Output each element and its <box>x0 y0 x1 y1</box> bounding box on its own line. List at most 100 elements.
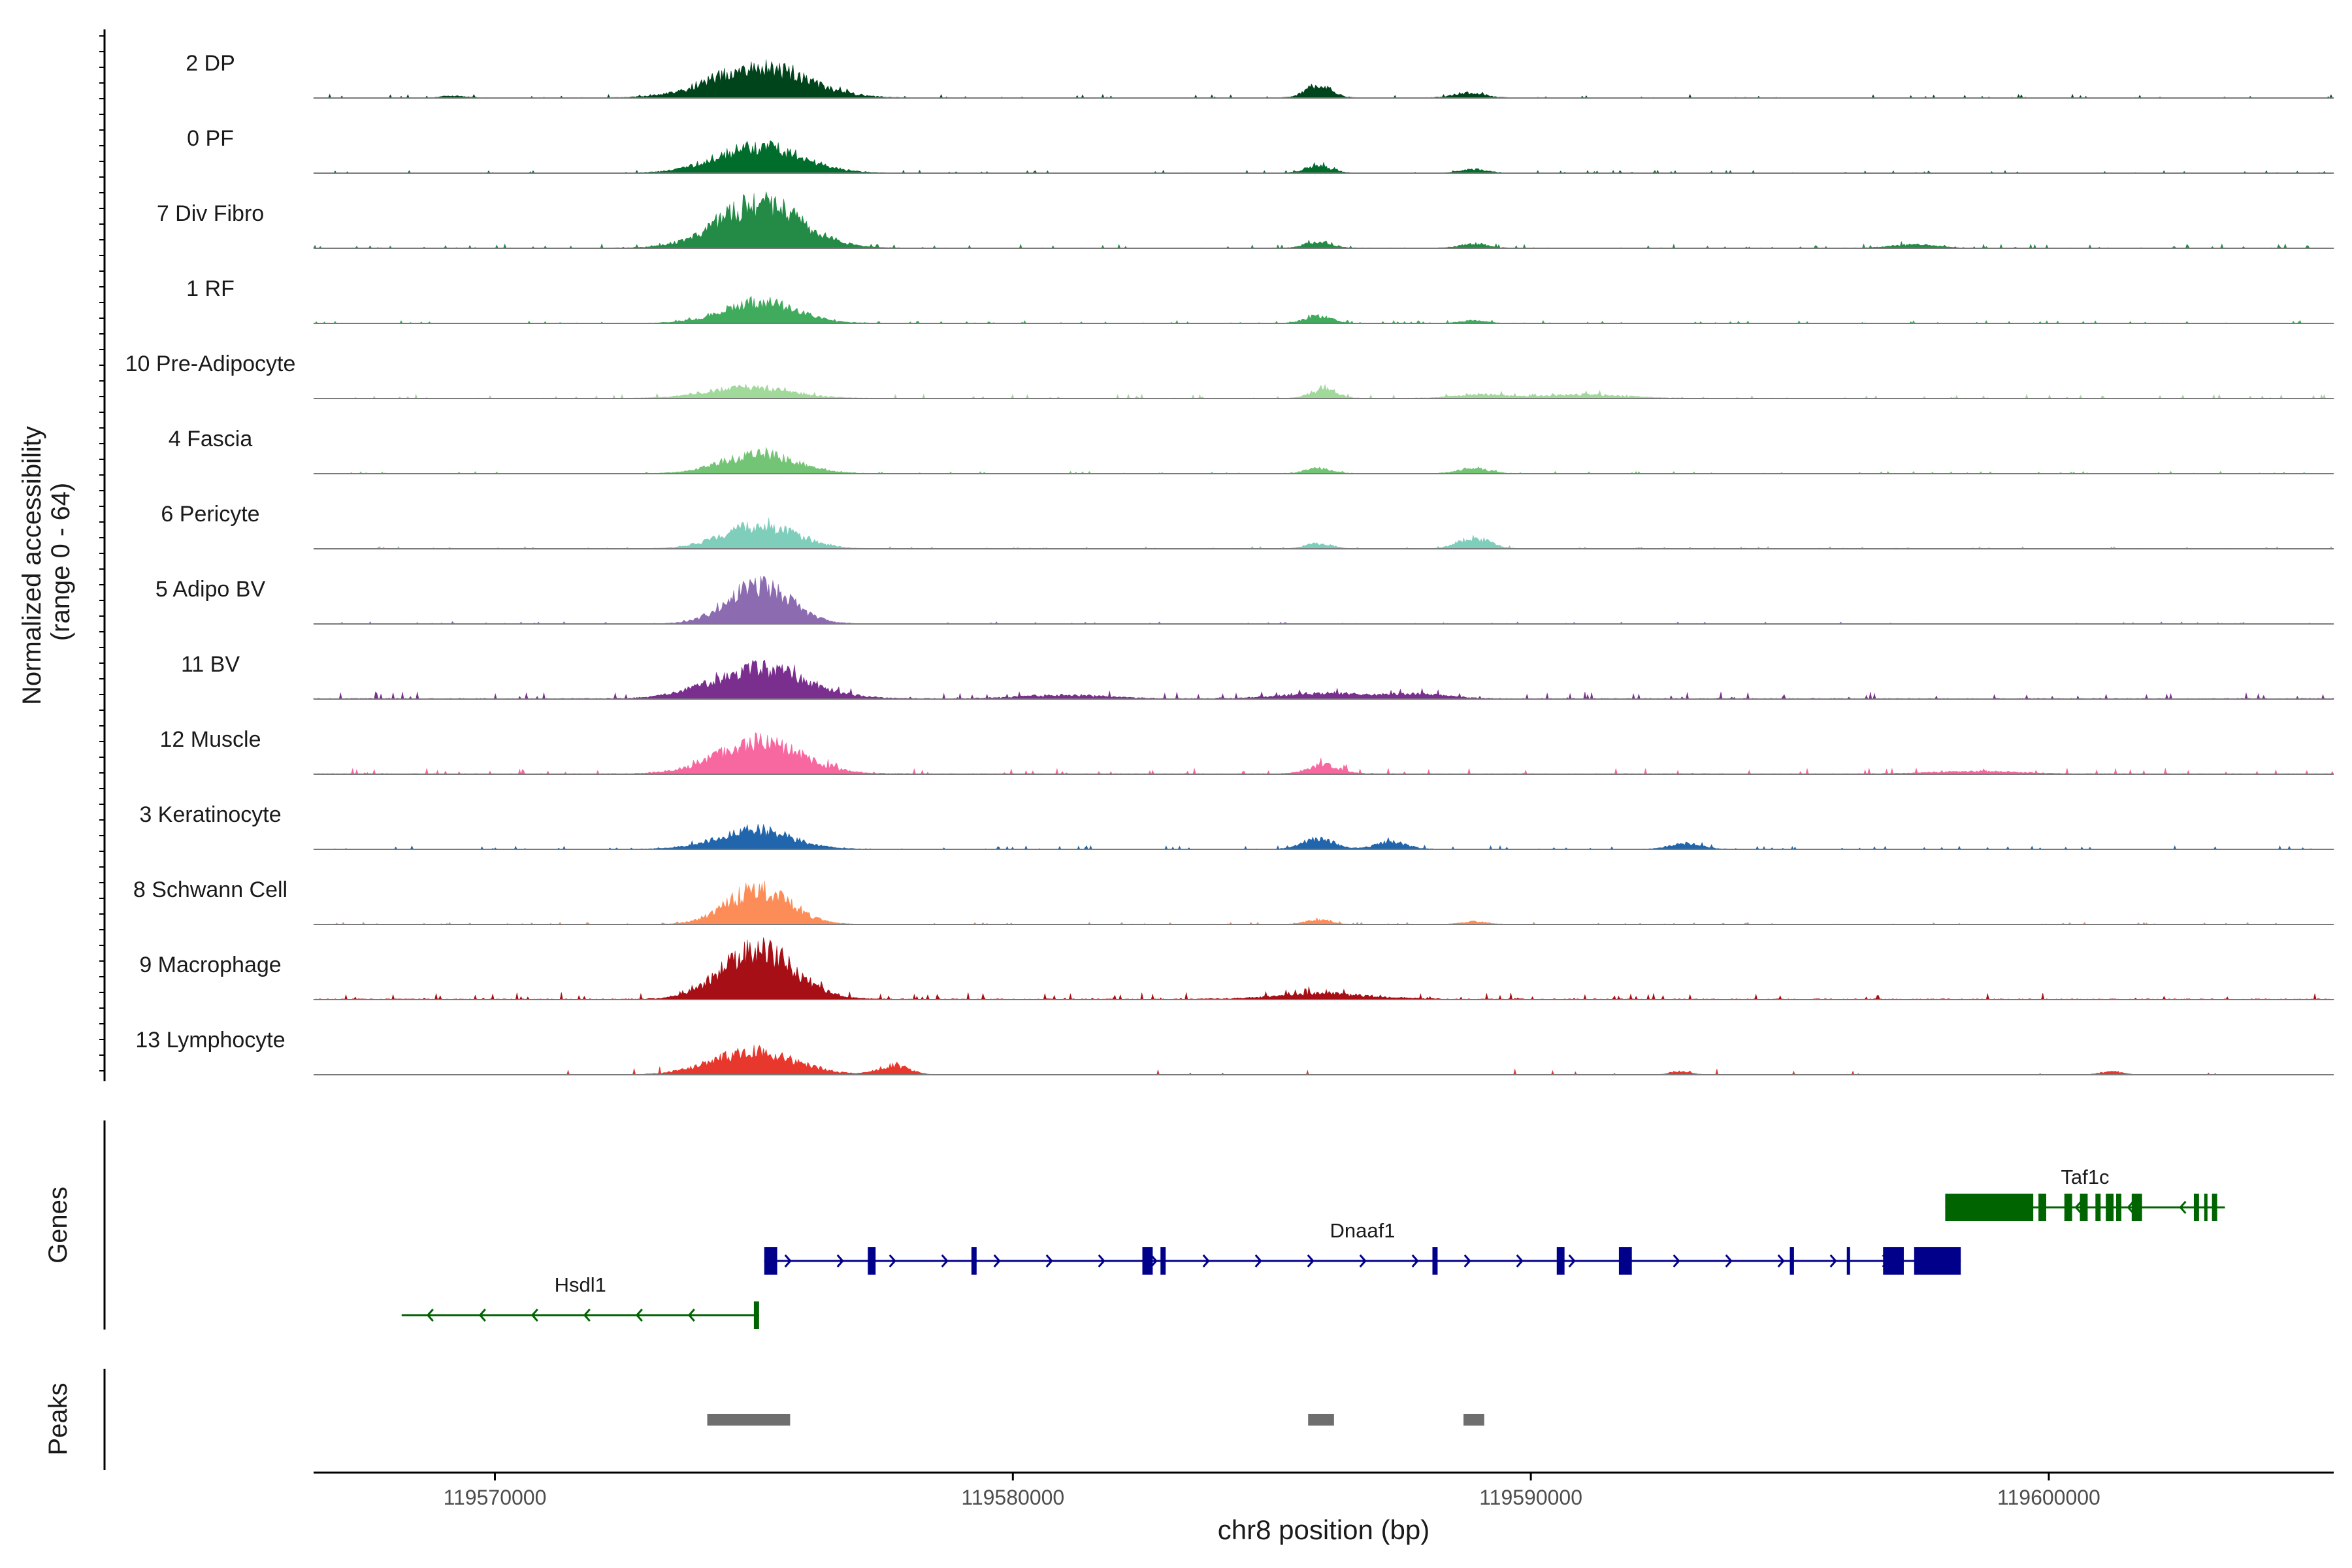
track-coverage-area <box>313 517 2334 549</box>
strand-arrow <box>531 1309 538 1322</box>
strand-arrow <box>1307 1254 1315 1267</box>
gene-Hsdl1: Hsdl1 <box>401 1273 759 1329</box>
exon <box>2212 1194 2217 1221</box>
track-label: 11 BV <box>181 652 240 677</box>
exon <box>2080 1194 2088 1221</box>
track-coverage-area <box>313 576 2334 625</box>
strand-arrow <box>635 1309 643 1322</box>
track-label: 7 Div Fibro <box>157 201 264 226</box>
exon <box>1789 1247 1794 1275</box>
strand-arrow <box>1359 1254 1367 1267</box>
strand-arrow <box>1829 1254 1837 1267</box>
track-label: 12 Muscle <box>160 727 261 752</box>
track-8: 5 Adipo BV <box>155 576 2334 625</box>
peak-region <box>1463 1414 1484 1426</box>
track-coverage-area <box>313 140 2334 174</box>
track-label: 0 PF <box>187 126 234 151</box>
track-14: 13 Lymphocyte <box>135 1028 2334 1075</box>
exon <box>2064 1194 2072 1221</box>
exon <box>1142 1247 1153 1275</box>
genes-panel-label: Genes <box>44 1186 73 1264</box>
track-9: 11 BV <box>181 652 2334 700</box>
exon <box>2038 1194 2046 1221</box>
track-coverage-area <box>313 732 2334 775</box>
strand-arrow <box>1254 1254 1262 1267</box>
track-coverage-area <box>313 937 2334 1000</box>
peak-region <box>707 1414 791 1426</box>
exon <box>2116 1194 2121 1221</box>
strand-arrow <box>889 1254 896 1267</box>
exon <box>2106 1194 2114 1221</box>
exon <box>2095 1194 2101 1221</box>
track-4: 1 RF <box>186 276 2334 324</box>
gene-annotations: Taf1c Dnaaf1 Hsdl1 <box>401 1166 2225 1329</box>
track-coverage-area <box>313 59 2334 99</box>
peaks-panel-label: Peaks <box>44 1382 73 1455</box>
strand-arrow <box>1098 1254 1105 1267</box>
track-12: 8 Schwann Cell <box>133 877 2334 925</box>
strand-arrow <box>1568 1254 1576 1267</box>
track-5: 10 Pre-Adipocyte <box>125 351 2334 399</box>
track-2: 0 PF <box>187 126 2334 174</box>
exon <box>1160 1247 1166 1275</box>
exon <box>2204 1194 2208 1221</box>
exon <box>1432 1247 1438 1275</box>
strand-arrow <box>1516 1254 1524 1267</box>
track-10: 12 Muscle <box>160 727 2334 775</box>
peak-regions <box>707 1414 1484 1426</box>
track-coverage-area <box>313 881 2334 925</box>
track-label: 2 DP <box>186 51 235 76</box>
track-label: 3 Keratinocyte <box>139 802 281 827</box>
exon <box>2193 1194 2199 1221</box>
y-axis-title: Normalized accessibility (range 0 - 64) <box>18 419 75 705</box>
exon <box>1556 1247 1565 1275</box>
track-label: 5 Adipo BV <box>155 577 266 602</box>
exon <box>971 1247 977 1275</box>
track-coverage-area <box>313 659 2334 700</box>
track-coverage-area <box>313 191 2334 249</box>
strand-arrow <box>941 1254 949 1267</box>
strand-arrow <box>426 1309 434 1322</box>
track-label: 10 Pre-Adipocyte <box>125 351 296 376</box>
strand-arrow <box>1673 1254 1680 1267</box>
gene-Taf1c: Taf1c <box>1945 1166 2225 1221</box>
x-tick-label: 119600000 <box>1997 1486 2100 1509</box>
gene-Dnaaf1: Dnaaf1 <box>764 1219 1961 1275</box>
exon <box>2131 1194 2142 1221</box>
track-label: 13 Lymphocyte <box>135 1028 285 1053</box>
track-label: 9 Macrophage <box>139 953 281 977</box>
strand-arrow <box>1463 1254 1471 1267</box>
track-7: 6 Pericyte <box>161 502 2334 549</box>
track-coverage-area <box>313 384 2334 399</box>
strand-arrow <box>1150 1254 1158 1267</box>
strand-arrow <box>1202 1254 1210 1267</box>
strand-arrow <box>2127 1201 2134 1214</box>
strand-arrow <box>1777 1254 1785 1267</box>
track-label: 8 Schwann Cell <box>133 877 287 902</box>
gene-label: Taf1c <box>2061 1166 2109 1188</box>
track-13: 9 Macrophage <box>139 937 2334 1000</box>
track-3: 7 Div Fibro <box>157 191 2334 249</box>
strand-arrow <box>784 1254 792 1267</box>
gene-label: Hsdl1 <box>555 1273 606 1296</box>
exon <box>1945 1194 2034 1221</box>
x-tick-label: 119580000 <box>961 1486 1064 1509</box>
x-tick-label: 119570000 <box>444 1486 547 1509</box>
strand-arrow <box>993 1254 1001 1267</box>
track-label: 4 Fascia <box>169 427 253 451</box>
track-label: 6 Pericyte <box>161 502 259 527</box>
coverage-tracks: 2 DP 0 PF 7 Div Fibro 1 RF 10 Pre-Adipocyte 4… <box>125 51 2334 1075</box>
y-axis-ticks <box>99 35 105 1071</box>
track-1: 2 DP <box>186 51 2334 99</box>
exon <box>868 1247 876 1275</box>
strand-arrow <box>478 1309 486 1322</box>
strand-arrow <box>836 1254 844 1267</box>
track-coverage-area <box>314 1045 2334 1075</box>
x-axis-title: chr8 position (bp) <box>1218 1514 1430 1545</box>
strand-arrow <box>1725 1254 1733 1267</box>
strand-arrow <box>583 1309 591 1322</box>
track-coverage-area <box>313 823 2334 850</box>
x-tick-label: 119590000 <box>1479 1486 1582 1509</box>
strand-arrow <box>1411 1254 1419 1267</box>
